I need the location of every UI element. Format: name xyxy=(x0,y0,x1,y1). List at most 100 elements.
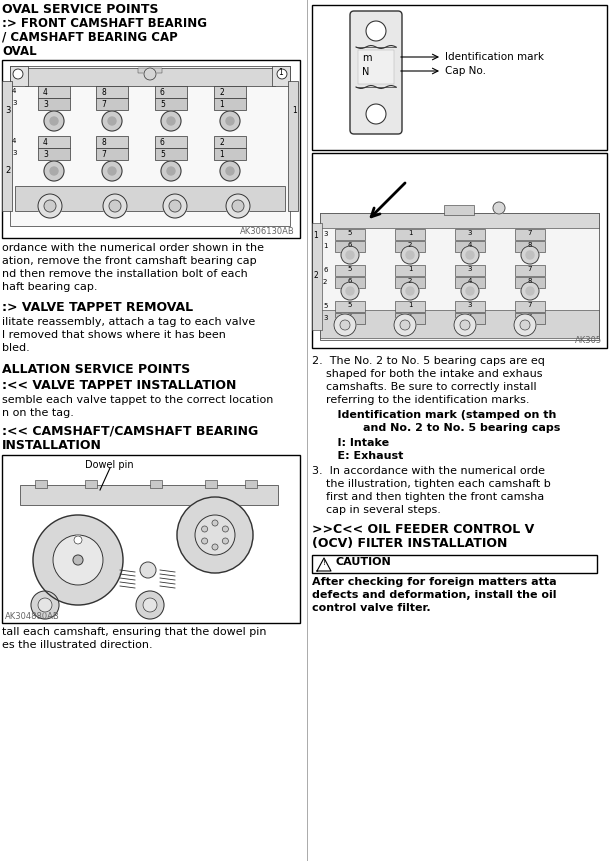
Circle shape xyxy=(73,555,83,565)
Circle shape xyxy=(366,104,386,124)
Text: :> FRONT CAMSHAFT BEARING: :> FRONT CAMSHAFT BEARING xyxy=(2,17,207,30)
Circle shape xyxy=(334,314,356,336)
Bar xyxy=(155,136,187,148)
Text: 4: 4 xyxy=(12,88,17,94)
Text: control valve filter.: control valve filter. xyxy=(312,603,430,613)
Bar xyxy=(96,136,128,148)
Text: 5: 5 xyxy=(160,100,165,109)
Text: 4: 4 xyxy=(468,278,472,284)
Bar xyxy=(10,66,290,226)
Circle shape xyxy=(177,497,253,573)
Circle shape xyxy=(144,68,156,80)
Text: ation, remove the front camshaft bearing cap: ation, remove the front camshaft bearing… xyxy=(2,256,257,266)
Circle shape xyxy=(340,320,350,330)
Circle shape xyxy=(521,246,539,264)
Bar xyxy=(515,301,545,312)
Text: 3: 3 xyxy=(43,100,48,109)
Text: Dowel pin: Dowel pin xyxy=(85,460,134,470)
Bar xyxy=(335,241,365,252)
Circle shape xyxy=(44,200,56,212)
Text: 2: 2 xyxy=(5,166,10,175)
Text: 3: 3 xyxy=(323,315,327,321)
Circle shape xyxy=(220,111,240,131)
Text: bled.: bled. xyxy=(2,343,30,353)
Text: 1: 1 xyxy=(219,150,224,159)
Bar xyxy=(455,229,485,240)
Text: shaped for both the intake and exhaus: shaped for both the intake and exhaus xyxy=(312,369,543,379)
Bar xyxy=(15,186,285,211)
Circle shape xyxy=(74,536,82,544)
Circle shape xyxy=(103,194,127,218)
Circle shape xyxy=(346,287,354,295)
Circle shape xyxy=(195,515,235,555)
Bar xyxy=(38,148,70,160)
Circle shape xyxy=(102,111,122,131)
Text: OVAL SERVICE POINTS: OVAL SERVICE POINTS xyxy=(2,3,159,16)
Bar xyxy=(395,301,425,312)
Circle shape xyxy=(520,320,530,330)
Circle shape xyxy=(346,251,354,259)
Text: 5: 5 xyxy=(348,230,352,236)
Circle shape xyxy=(44,111,64,131)
Bar xyxy=(455,241,485,252)
Text: 5: 5 xyxy=(323,303,327,309)
Text: 3: 3 xyxy=(5,106,10,115)
Circle shape xyxy=(400,320,410,330)
Text: >>C<< OIL FEEDER CONTROL V: >>C<< OIL FEEDER CONTROL V xyxy=(312,523,535,536)
Text: 6: 6 xyxy=(160,88,165,97)
Circle shape xyxy=(466,287,474,295)
Bar xyxy=(155,148,187,160)
Bar xyxy=(138,68,162,73)
Bar xyxy=(455,313,485,324)
Text: 2: 2 xyxy=(408,314,412,320)
Text: 8: 8 xyxy=(528,314,532,320)
Bar xyxy=(214,86,246,98)
Text: AK305: AK305 xyxy=(575,336,602,345)
Circle shape xyxy=(401,282,419,300)
Bar xyxy=(2,81,12,211)
Circle shape xyxy=(50,117,58,125)
Text: 4: 4 xyxy=(468,314,472,320)
Text: OVAL: OVAL xyxy=(2,45,37,58)
Bar xyxy=(320,310,599,338)
Text: AK306130AB: AK306130AB xyxy=(240,227,295,236)
Text: es the illustrated direction.: es the illustrated direction. xyxy=(2,640,153,650)
Text: 8: 8 xyxy=(528,278,532,284)
Text: / CAMSHAFT BEARING CAP: / CAMSHAFT BEARING CAP xyxy=(2,31,178,44)
Text: !: ! xyxy=(322,560,326,566)
Text: (OCV) FILTER INSTALLATION: (OCV) FILTER INSTALLATION xyxy=(312,537,508,550)
Circle shape xyxy=(394,314,416,336)
Text: 2: 2 xyxy=(408,242,412,248)
Bar xyxy=(515,265,545,276)
Text: 5: 5 xyxy=(348,266,352,272)
Circle shape xyxy=(143,598,157,612)
Circle shape xyxy=(521,282,539,300)
Text: ALLATION SERVICE POINTS: ALLATION SERVICE POINTS xyxy=(2,363,190,376)
Bar xyxy=(38,86,70,98)
Bar xyxy=(335,301,365,312)
Text: camshafts. Be sure to correctly install: camshafts. Be sure to correctly install xyxy=(312,382,536,392)
Bar xyxy=(335,265,365,276)
Bar xyxy=(455,301,485,312)
Text: 2: 2 xyxy=(408,278,412,284)
Text: 6: 6 xyxy=(348,314,352,320)
Text: haft bearing cap.: haft bearing cap. xyxy=(2,282,97,292)
Text: :<< CAMSHAFT/CAMSHAFT BEARING: :<< CAMSHAFT/CAMSHAFT BEARING xyxy=(2,425,258,438)
Text: 2: 2 xyxy=(219,138,224,147)
Text: ilitate reassembly, attach a tag to each valve: ilitate reassembly, attach a tag to each… xyxy=(2,317,255,327)
Text: 7: 7 xyxy=(101,150,106,159)
Text: E: Exhaust: E: Exhaust xyxy=(322,451,403,461)
Text: the illustration, tighten each camshaft b: the illustration, tighten each camshaft … xyxy=(312,479,550,489)
Text: 2: 2 xyxy=(313,271,318,280)
Text: I: Intake: I: Intake xyxy=(322,438,389,448)
Text: 4: 4 xyxy=(43,138,48,147)
Bar xyxy=(358,50,394,84)
Bar xyxy=(335,313,365,324)
Circle shape xyxy=(140,562,156,578)
Circle shape xyxy=(526,287,534,295)
Text: 1: 1 xyxy=(408,230,413,236)
Text: 1: 1 xyxy=(219,100,224,109)
Bar xyxy=(214,148,246,160)
Bar xyxy=(2,455,300,623)
Text: 6: 6 xyxy=(348,278,352,284)
